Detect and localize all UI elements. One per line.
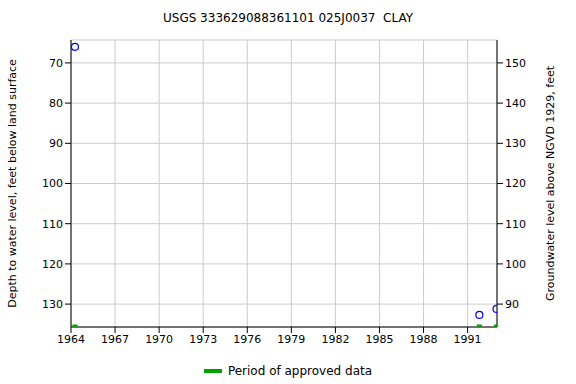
svg-text:110: 110	[505, 218, 526, 231]
svg-text:120: 120	[505, 177, 526, 190]
svg-text:1964: 1964	[57, 333, 85, 346]
svg-text:90: 90	[505, 298, 519, 311]
svg-text:100: 100	[42, 177, 63, 190]
html-text:USGS 333629088361101 025J0037: USGS 333629088361101 025J0037 CLAY	[163, 11, 413, 25]
svg-text:80: 80	[49, 97, 63, 110]
svg-text:140: 140	[505, 97, 526, 110]
html-text:Period of approved data: Period of approved data	[227, 364, 373, 378]
svg-text:1973: 1973	[189, 333, 217, 346]
svg-text:Depth to water level, feet bel: Depth to water level, feet below land su…	[8, 59, 19, 308]
svg-text:100: 100	[505, 258, 526, 271]
svg-text:130: 130	[42, 298, 63, 311]
svg-text:1967: 1967	[101, 333, 129, 346]
svg-text:1982: 1982	[321, 333, 349, 346]
svg-text:1970: 1970	[145, 333, 173, 346]
svg-text:1985: 1985	[365, 333, 393, 346]
svg-text:130: 130	[505, 137, 526, 150]
svg-text:90: 90	[49, 137, 63, 150]
svg-text:1988: 1988	[410, 333, 438, 346]
svg-text:70: 70	[49, 57, 63, 70]
svg-text:1976: 1976	[233, 333, 261, 346]
svg-text:1979: 1979	[277, 333, 305, 346]
svg-text:120: 120	[42, 258, 63, 271]
svg-text:150: 150	[505, 57, 526, 70]
svg-text:Groundwater level above NGVD 1: Groundwater level above NGVD 1929, feet	[544, 65, 557, 301]
svg-text:1991: 1991	[454, 333, 482, 346]
svg-text:110: 110	[42, 218, 63, 231]
